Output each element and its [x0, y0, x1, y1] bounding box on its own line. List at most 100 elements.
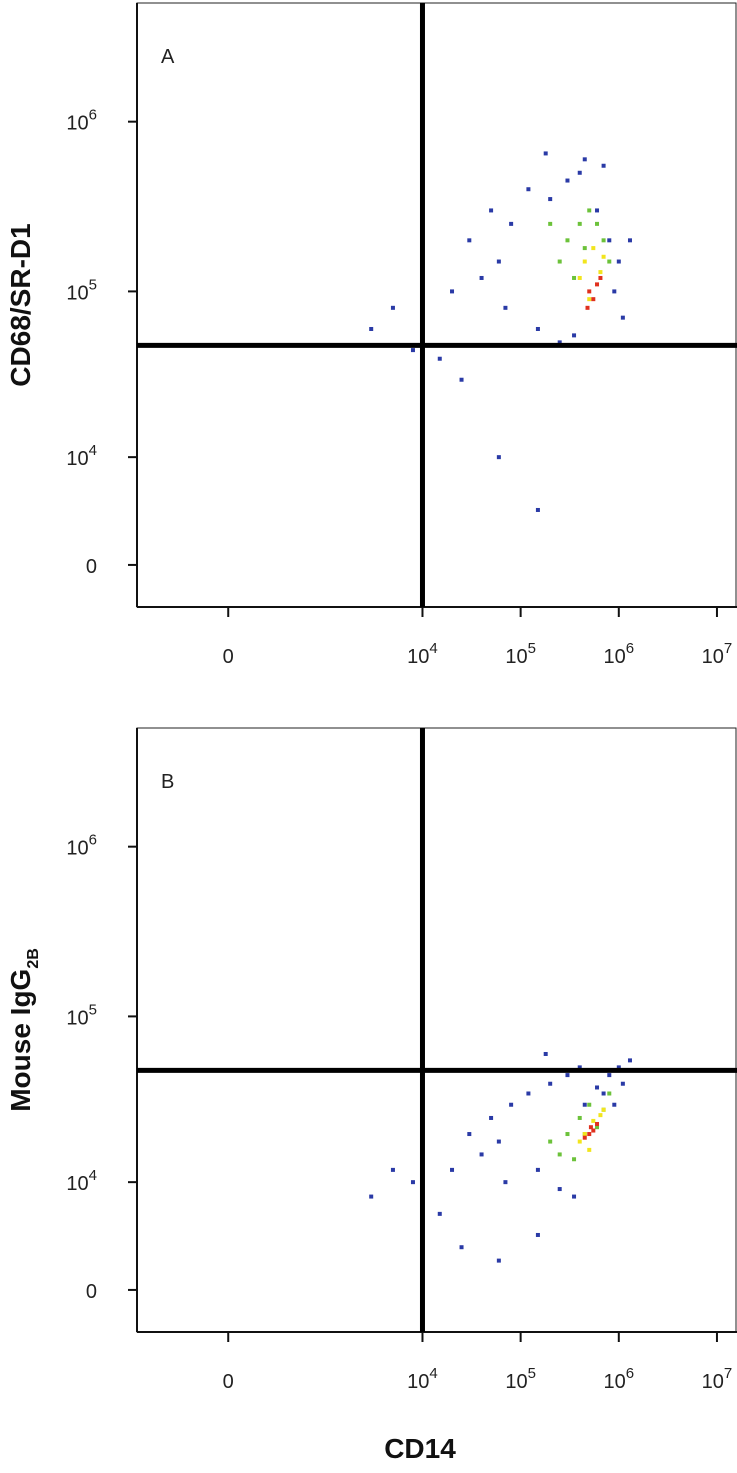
tick-base: 10 — [66, 838, 88, 860]
tick-power: 6 — [89, 107, 97, 124]
event-point — [543, 151, 548, 156]
tick-power: 6 — [626, 1365, 634, 1382]
event-point — [572, 1194, 577, 1199]
tick-power: 7 — [724, 640, 732, 657]
tick-label: 104 — [66, 1167, 97, 1195]
tick-base: 10 — [66, 1173, 88, 1195]
event-point — [585, 305, 590, 310]
tick-base: 10 — [505, 1371, 527, 1393]
event-point — [557, 1152, 562, 1157]
event-point — [582, 1132, 587, 1137]
event-point — [503, 305, 508, 310]
event-point — [577, 221, 582, 226]
event-point — [548, 1139, 553, 1144]
event-point — [369, 326, 374, 331]
event-point — [526, 187, 531, 192]
event-point — [459, 377, 464, 382]
tick-base: 10 — [66, 448, 88, 470]
event-point — [601, 1091, 606, 1096]
event-point — [535, 507, 540, 512]
event-point — [607, 259, 612, 264]
event-point — [509, 221, 514, 226]
event-point — [616, 259, 621, 264]
tick-power: 5 — [89, 276, 97, 293]
event-point — [620, 315, 625, 320]
event-point — [620, 1081, 625, 1086]
event-point — [607, 1073, 612, 1078]
tick-power: 4 — [429, 1365, 437, 1382]
event-point — [595, 1125, 600, 1130]
event-point — [587, 1102, 592, 1107]
tick-base: 10 — [66, 1007, 88, 1029]
tick-label: 104 — [66, 442, 97, 470]
event-point — [572, 333, 577, 338]
tick-power: 5 — [89, 1001, 97, 1018]
event-point — [548, 221, 553, 226]
tick-base: 10 — [407, 646, 429, 668]
tick-base: 10 — [505, 646, 527, 668]
event-point — [467, 1132, 472, 1137]
tick-label: 0 — [86, 1281, 97, 1303]
tick-power: 4 — [89, 442, 97, 459]
event-point — [437, 1211, 442, 1216]
tick-label: 106 — [66, 832, 97, 860]
event-point — [616, 1065, 621, 1070]
event-point — [577, 1139, 582, 1144]
event-point — [607, 1091, 612, 1096]
event-point — [598, 270, 603, 275]
event-point — [587, 208, 592, 213]
event-point — [587, 1132, 592, 1137]
event-point — [467, 238, 472, 243]
event-point — [496, 1258, 501, 1263]
event-point — [459, 1245, 464, 1250]
tick-power: 6 — [626, 640, 634, 657]
tick-power: 4 — [89, 1167, 97, 1184]
event-point — [601, 254, 606, 259]
tick-label: 0 — [223, 646, 234, 668]
event-point — [565, 1073, 570, 1078]
event-point — [496, 1139, 501, 1144]
event-point — [572, 1157, 577, 1162]
event-point — [587, 297, 592, 302]
y-axis-label-main: CD68/SR-D1 — [5, 223, 36, 386]
tick-label: 104 — [407, 1365, 438, 1393]
y-axis-label-main: Mouse IgG — [5, 969, 36, 1112]
event-point — [601, 163, 606, 168]
event-point — [437, 356, 442, 361]
event-point — [565, 238, 570, 243]
event-point — [557, 340, 562, 345]
plot-frame — [136, 727, 737, 1333]
event-point — [612, 1102, 617, 1107]
y-axis-label: CD68/SR-D1 — [5, 223, 36, 386]
event-point — [535, 1232, 540, 1237]
event-point — [572, 275, 577, 280]
event-point — [390, 1167, 395, 1172]
tick-power: 4 — [429, 640, 437, 657]
event-point — [557, 259, 562, 264]
event-point — [587, 289, 592, 294]
plot-frame — [136, 2, 737, 608]
event-point — [577, 1065, 582, 1070]
event-point — [598, 1113, 603, 1118]
event-point — [582, 1135, 587, 1140]
event-point — [582, 246, 587, 251]
tick-label: 107 — [702, 640, 733, 668]
tick-label: 106 — [604, 640, 635, 668]
event-point — [577, 1115, 582, 1120]
event-point — [369, 1194, 374, 1199]
event-point — [565, 178, 570, 183]
event-point — [577, 170, 582, 175]
tick-label: 106 — [66, 107, 97, 135]
event-point — [598, 275, 603, 280]
event-point — [535, 1167, 540, 1172]
event-point — [627, 1058, 632, 1063]
event-point — [627, 238, 632, 243]
event-point — [489, 1115, 494, 1120]
event-point — [548, 1081, 553, 1086]
tick-base: 10 — [66, 113, 88, 135]
tick-label: 105 — [66, 276, 97, 304]
event-point — [601, 1107, 606, 1112]
event-point — [489, 208, 494, 213]
tick-base: 10 — [702, 1371, 724, 1393]
